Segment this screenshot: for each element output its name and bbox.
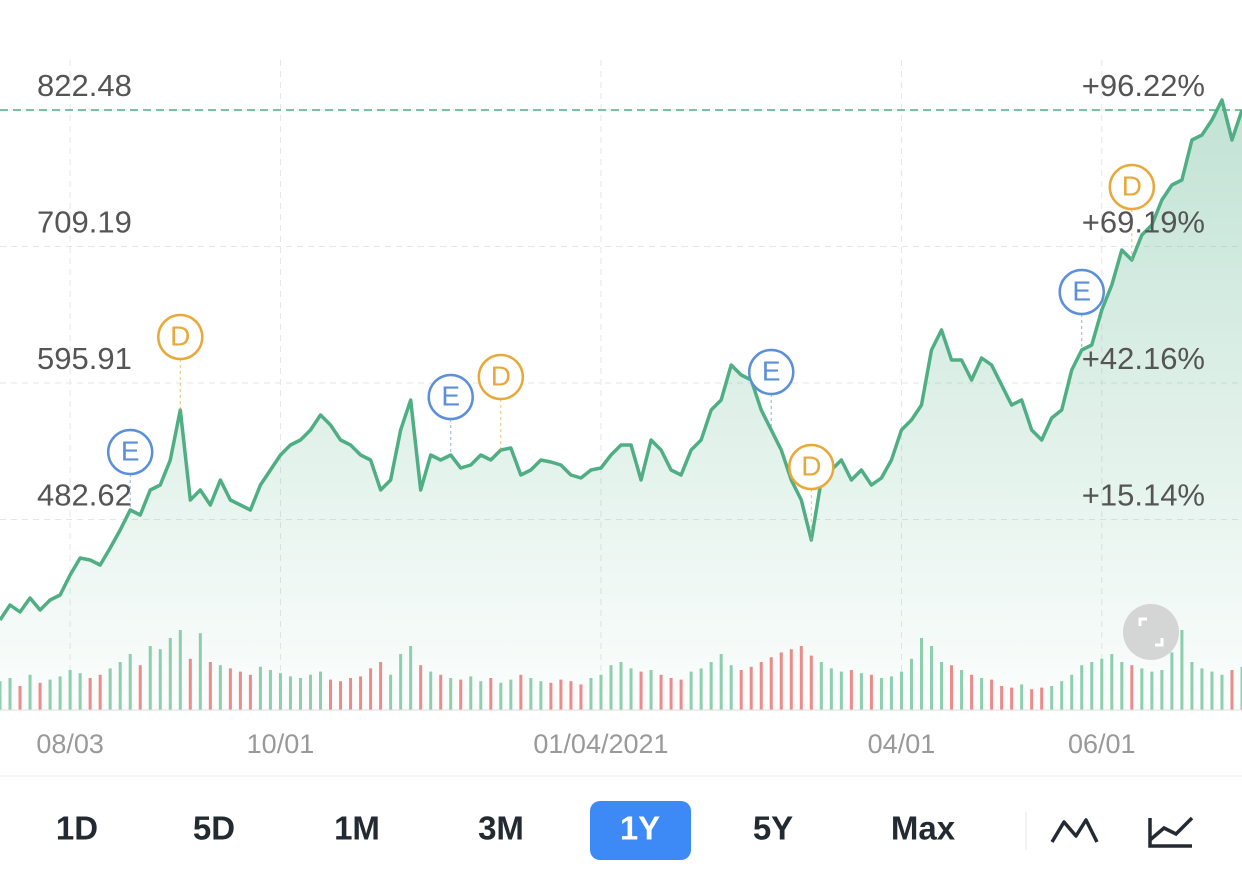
- x-tick-label: 04/01: [868, 729, 936, 759]
- range-button[interactable]: 5Y: [753, 810, 793, 847]
- event-label: D: [1122, 170, 1142, 201]
- y2-tick-label: +15.14%: [1082, 478, 1205, 513]
- range-button[interactable]: 1Y: [620, 810, 660, 847]
- event-label: D: [170, 320, 190, 351]
- event-marker[interactable]: [1058, 268, 1105, 316]
- event-label: E: [121, 435, 140, 466]
- event-marker[interactable]: [788, 443, 835, 491]
- range-button[interactable]: 5D: [193, 810, 235, 847]
- range-button[interactable]: Max: [891, 810, 956, 847]
- y2-tick-label: +42.16%: [1082, 341, 1205, 376]
- y-tick-label: 822.48: [37, 68, 132, 103]
- expand-button[interactable]: [1123, 604, 1179, 660]
- y-tick-label: 482.62: [37, 478, 132, 513]
- price-area: [0, 100, 1242, 710]
- y2-tick-label: +96.22%: [1082, 68, 1205, 103]
- event-marker[interactable]: [747, 348, 795, 396]
- y-tick-label: 595.91: [37, 341, 132, 376]
- event-label: D: [801, 450, 821, 481]
- event-label: D: [491, 360, 511, 391]
- event-label: E: [762, 355, 781, 386]
- y2-tick-label: +69.19%: [1082, 205, 1205, 240]
- event-label: E: [441, 380, 460, 411]
- range-button[interactable]: 3M: [478, 810, 524, 847]
- x-tick-label: 06/01: [1068, 729, 1136, 759]
- event-marker[interactable]: [427, 373, 474, 421]
- range-button[interactable]: 1M: [334, 810, 380, 847]
- area-chart-icon[interactable]: [1148, 816, 1194, 848]
- event-marker[interactable]: [1108, 163, 1156, 211]
- event-marker[interactable]: [157, 313, 204, 361]
- selected-range-bg[interactable]: [590, 801, 691, 860]
- y-tick-label: 709.19: [37, 205, 132, 240]
- x-tick-label: 08/03: [36, 729, 104, 759]
- x-tick-label: 01/04/2021: [533, 729, 668, 759]
- price-line: [0, 98, 1242, 621]
- event-marker[interactable]: [106, 428, 154, 476]
- event-label: E: [1072, 275, 1091, 306]
- range-buttons: 1D 5D 1M 3M 1Y 5Y Max: [56, 801, 956, 860]
- range-button[interactable]: 1D: [56, 810, 98, 847]
- event-marker[interactable]: [477, 353, 525, 401]
- x-tick-label: 10/01: [247, 729, 315, 759]
- line-chart-icon[interactable]: [1050, 818, 1099, 843]
- expand-icon: [1138, 617, 1164, 647]
